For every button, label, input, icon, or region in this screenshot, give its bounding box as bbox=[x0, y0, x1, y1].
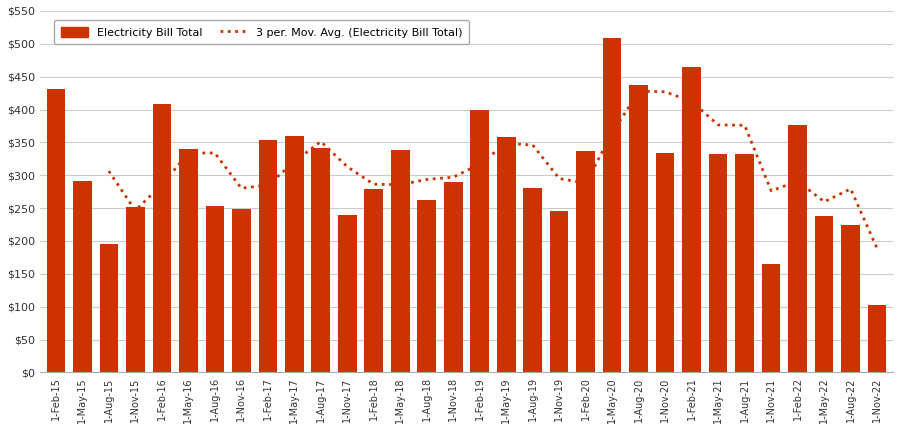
Bar bbox=[152, 104, 171, 372]
Bar bbox=[603, 38, 622, 372]
Bar bbox=[126, 207, 145, 372]
Bar bbox=[788, 125, 807, 372]
Bar bbox=[868, 305, 886, 372]
Bar bbox=[471, 110, 489, 372]
Bar bbox=[524, 188, 542, 372]
Bar bbox=[338, 215, 356, 372]
Bar bbox=[311, 148, 330, 372]
Bar bbox=[682, 68, 701, 372]
Bar bbox=[73, 181, 92, 372]
Bar bbox=[47, 89, 65, 372]
Bar bbox=[391, 150, 410, 372]
Bar bbox=[842, 225, 859, 372]
Bar bbox=[285, 136, 303, 372]
Bar bbox=[497, 137, 516, 372]
Bar bbox=[179, 149, 198, 372]
Bar bbox=[258, 140, 277, 372]
Legend: Electricity Bill Total, 3 per. Mov. Avg. (Electricity Bill Total): Electricity Bill Total, 3 per. Mov. Avg.… bbox=[54, 20, 470, 44]
Bar bbox=[205, 206, 224, 372]
Bar bbox=[444, 182, 463, 372]
Bar bbox=[418, 200, 436, 372]
Bar bbox=[814, 216, 833, 372]
Bar bbox=[364, 189, 383, 372]
Bar bbox=[656, 153, 674, 372]
Bar bbox=[709, 154, 727, 372]
Bar bbox=[576, 151, 595, 372]
Bar bbox=[629, 85, 648, 372]
Bar bbox=[550, 211, 569, 372]
Bar bbox=[100, 244, 118, 372]
Bar bbox=[762, 264, 780, 372]
Bar bbox=[735, 154, 754, 372]
Bar bbox=[232, 209, 250, 372]
